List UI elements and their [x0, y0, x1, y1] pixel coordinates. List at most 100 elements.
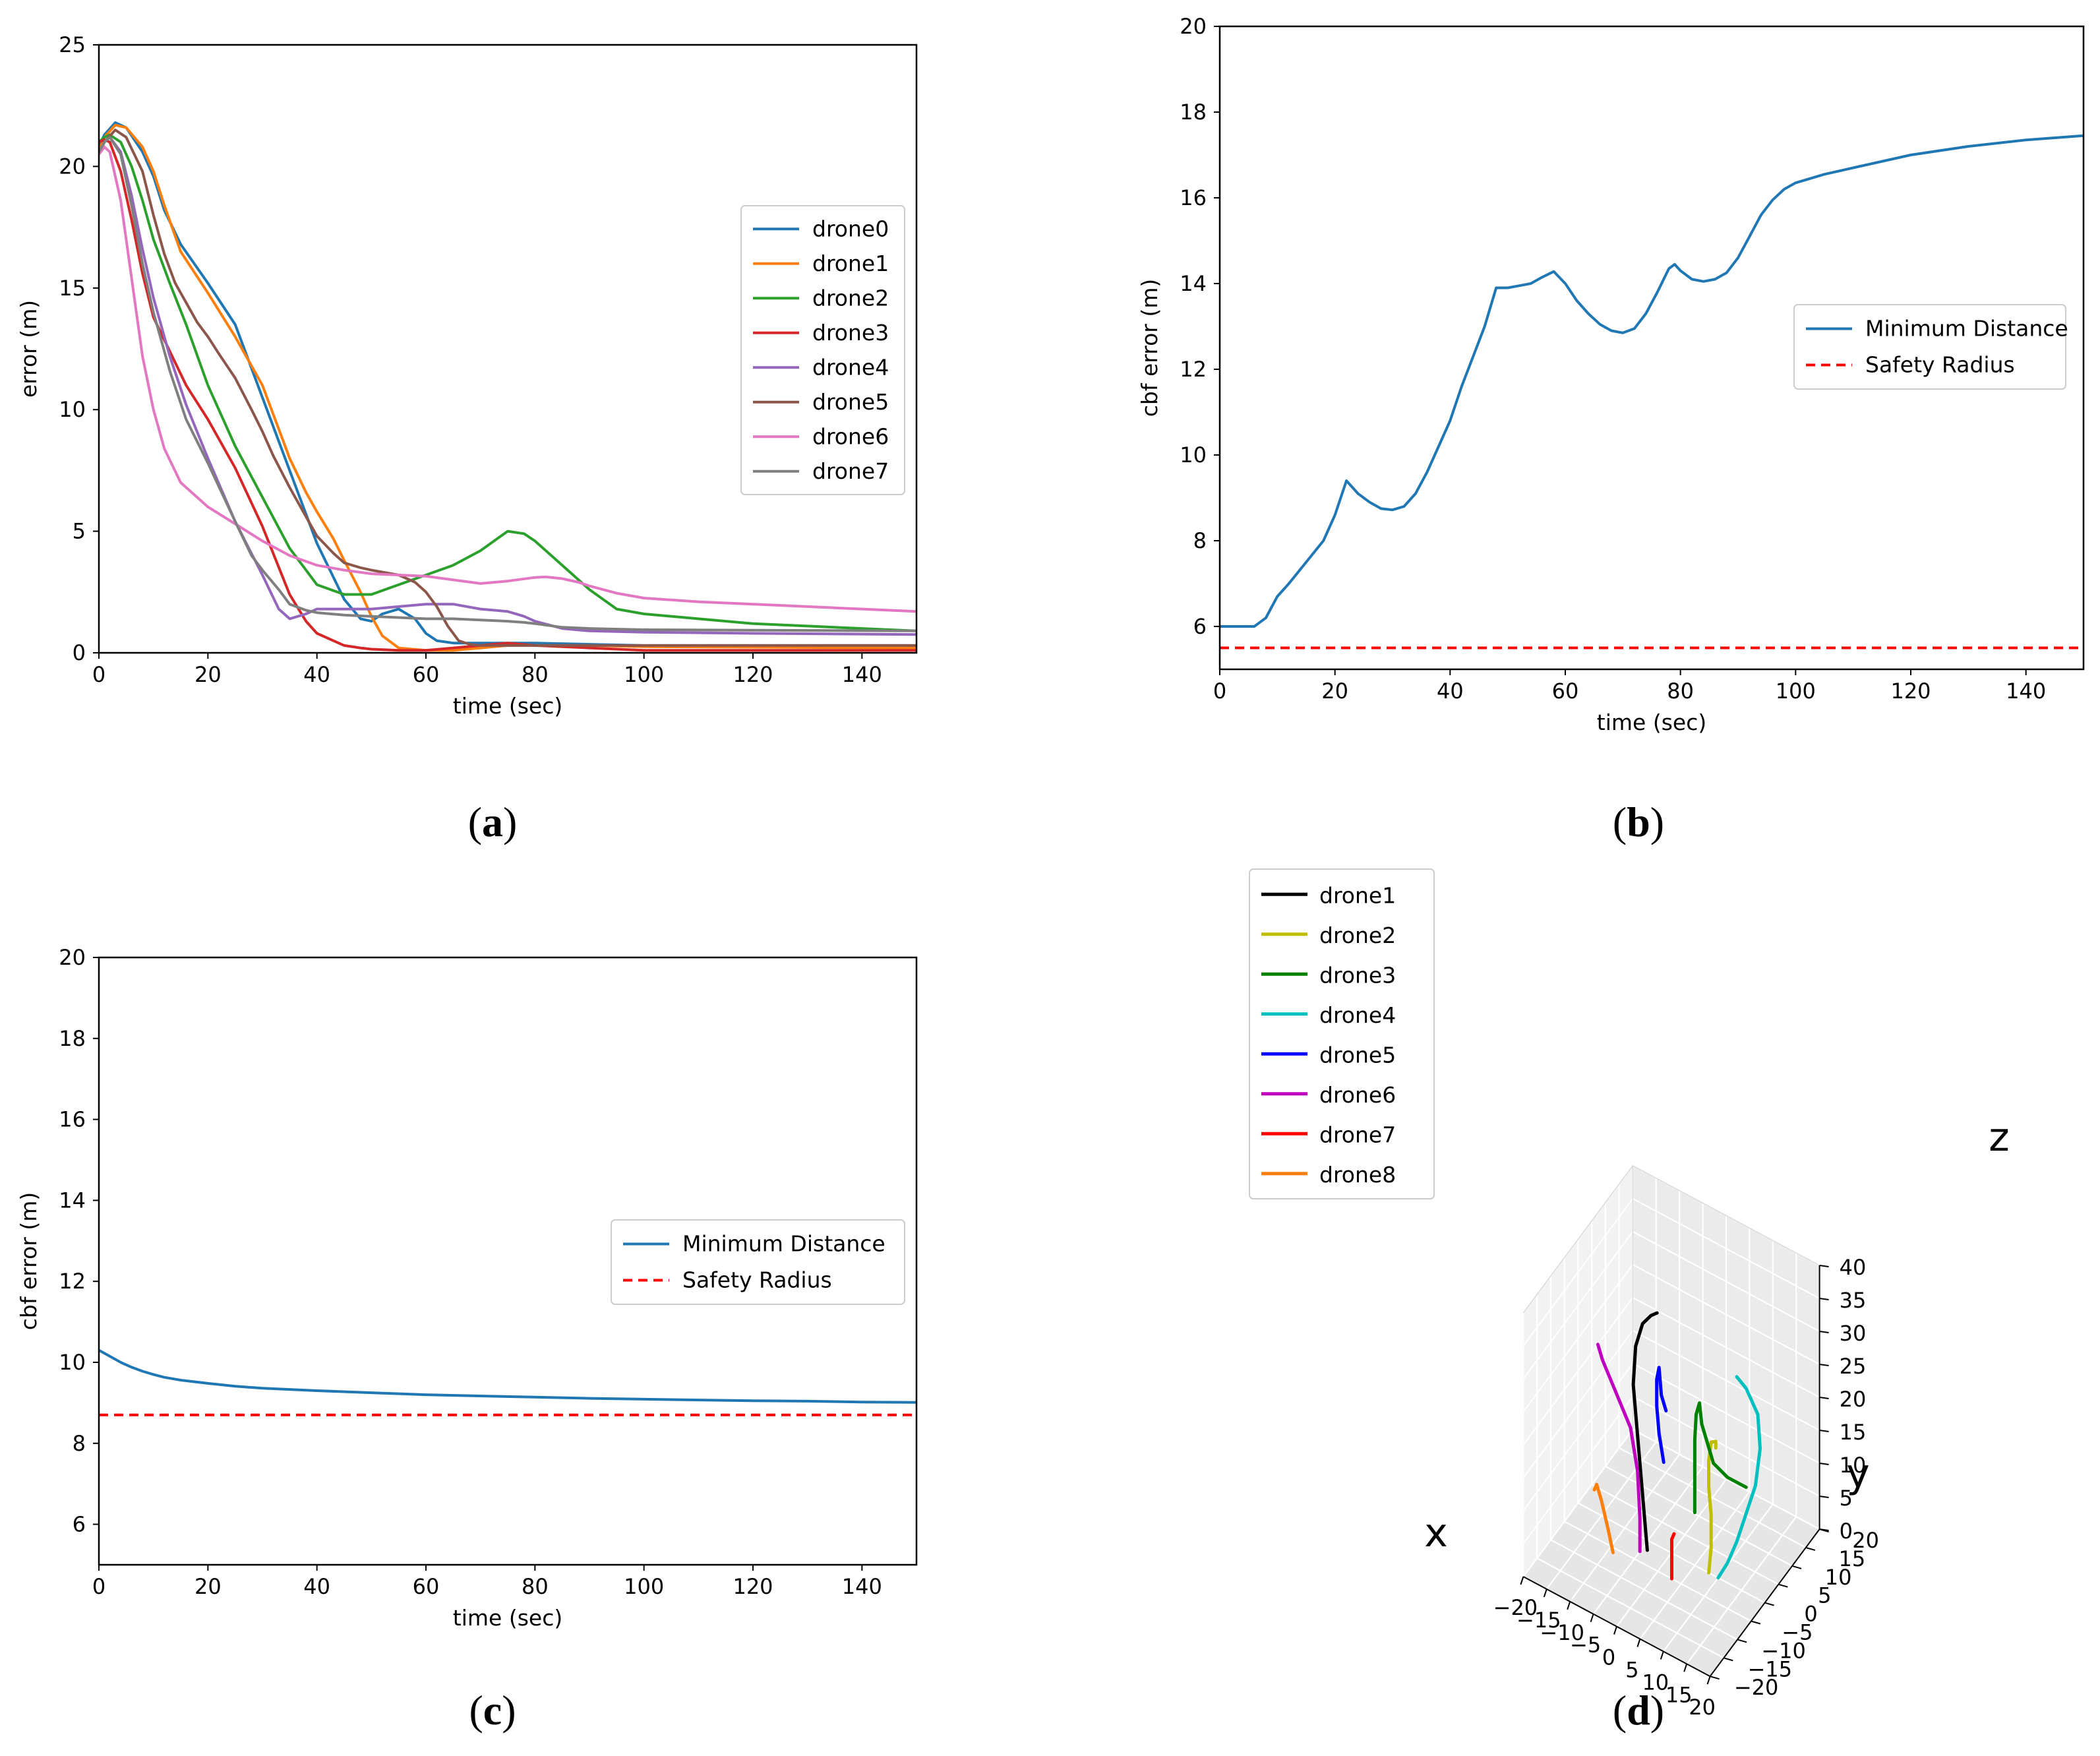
- y-axis-label: cbf error (m): [1137, 279, 1162, 417]
- legend-label: drone5: [1319, 1042, 1396, 1068]
- x-tick-label: 20: [195, 1574, 222, 1599]
- left-grid-z: [1522, 1297, 1634, 1445]
- x-tick-label: 80: [522, 1574, 549, 1599]
- x-tick-label: 0: [92, 662, 105, 687]
- z-tick-mark: [1819, 1496, 1829, 1498]
- y-tick-label: 12: [1180, 357, 1207, 382]
- x-tick-label: 10: [1642, 1670, 1669, 1695]
- x-tick-label: 100: [624, 1574, 664, 1599]
- trajectory-drone2: [1707, 1439, 1718, 1575]
- left-grid-z: [1522, 1429, 1634, 1577]
- legend-label: drone1: [1319, 882, 1396, 908]
- y-tick-label: 14: [59, 1188, 86, 1213]
- x-tick-label: 140: [2006, 679, 2046, 704]
- trajectory-drone7: [1670, 1532, 1676, 1581]
- legend-label: drone1: [812, 251, 889, 276]
- legend-box: [740, 205, 905, 495]
- legend-label: drone2: [812, 285, 889, 311]
- y-tick-label: 6: [1193, 614, 1207, 639]
- y-tick-label: −5: [1782, 1620, 1813, 1645]
- y-tick-label: 10: [1825, 1565, 1852, 1590]
- y-tick-mark: [1710, 1676, 1720, 1680]
- z-tick-label: 20: [1840, 1387, 1867, 1412]
- z-tick-mark: [1819, 1430, 1829, 1432]
- legend-label: drone3: [1319, 962, 1396, 988]
- left-grid-z: [1522, 1198, 1634, 1347]
- legend-box: [1793, 304, 2066, 390]
- x-tick-label: −5: [1570, 1633, 1601, 1658]
- y-tick-label: −20: [1734, 1675, 1779, 1700]
- z-tick-label: 0: [1840, 1519, 1853, 1544]
- z-axis-label: z: [1989, 1114, 2010, 1161]
- x-tick-label: 20: [1321, 679, 1348, 704]
- x-tick-label: 120: [733, 662, 773, 687]
- x-tick-mark: [1706, 1676, 1711, 1685]
- caption-b: (b): [1613, 799, 1664, 845]
- z-tick-mark: [1819, 1463, 1829, 1465]
- z-tick-label: 10: [1840, 1453, 1867, 1478]
- z-tick-label: 40: [1840, 1255, 1867, 1280]
- z-tick-mark: [1819, 1331, 1829, 1333]
- series-line-drone7: [99, 136, 916, 632]
- y-tick-label: 20: [59, 945, 86, 970]
- back-grid-z: [1632, 1230, 1820, 1332]
- left-grid-z: [1522, 1396, 1634, 1544]
- trajectory-drone1: [1631, 1311, 1659, 1552]
- y-tick-label: 15: [1838, 1546, 1865, 1571]
- y-tick-label: 18: [59, 1026, 86, 1051]
- legend-label: drone4: [812, 354, 889, 380]
- x-tick-label: 0: [1213, 679, 1226, 704]
- panel-d: −20−15−10−5 0 5 101520−20−15−10−50510152005…: [1249, 868, 2010, 1734]
- x-tick-label: 140: [842, 662, 882, 687]
- legend-label: drone6: [1319, 1082, 1396, 1108]
- trajectory-drone3: [1693, 1401, 1748, 1515]
- series-line-drone5: [99, 129, 916, 647]
- y-axis-label: y: [1846, 1451, 1870, 1497]
- z-tick-label: 35: [1840, 1288, 1867, 1313]
- panel-c: 0 20 40 60 80 100 120 140 6 8 10 12 14 16 18 20 time (se…: [16, 945, 918, 1734]
- y-tick-label: 16: [1180, 185, 1207, 210]
- x-tick-mark: [1543, 1589, 1547, 1598]
- legend-label: drone3: [812, 320, 889, 346]
- y-tick-label: 20: [1180, 14, 1207, 39]
- z-tick-label: 15: [1840, 1420, 1867, 1445]
- y-tick-mark: [1764, 1602, 1774, 1606]
- y-axis-label: cbf error (m): [16, 1192, 42, 1330]
- trajectory-drone8: [1592, 1482, 1615, 1554]
- x-tick-mark: [1520, 1576, 1524, 1585]
- x-tick-label: 20: [195, 662, 222, 687]
- y-tick-label: 20: [1852, 1528, 1879, 1553]
- plot-frame: [1218, 25, 2085, 671]
- y-tick-label: 18: [1180, 100, 1207, 125]
- y-tick-label: 14: [1180, 271, 1207, 296]
- x-tick-label: 100: [1776, 679, 1816, 704]
- legend-label: Minimum Distance: [682, 1231, 885, 1257]
- series-line-drone1: [99, 123, 916, 652]
- y-tick-label: 20: [59, 154, 86, 179]
- y-tick-label: 10: [59, 397, 86, 422]
- y-tick-label: 8: [73, 1431, 86, 1456]
- left-grid-z: [1522, 1264, 1634, 1412]
- back-grid-z: [1632, 1395, 1820, 1497]
- y-tick-mark: [1805, 1546, 1816, 1551]
- floor-grid-x: [1639, 1491, 1751, 1640]
- legend-label: drone4: [1319, 1002, 1396, 1028]
- caption-c: (c): [469, 1687, 516, 1734]
- floor-grid-x: [1686, 1516, 1797, 1664]
- y-tick-mark: [1751, 1620, 1761, 1625]
- legend-label: Safety Radius: [682, 1267, 832, 1293]
- z-tick-label: 30: [1840, 1321, 1867, 1346]
- legend-box: [611, 1219, 905, 1305]
- y-tick-label: −15: [1748, 1656, 1793, 1681]
- z-tick-label: 25: [1840, 1354, 1867, 1379]
- pane-edge: [1633, 1165, 1820, 1266]
- y-tick-label: 5: [1818, 1583, 1831, 1608]
- y-tick-label: 12: [59, 1269, 86, 1294]
- panel-b: 0 20 40 60 80 100 120 140 6 8 10 12 14 16 18 20 time (se…: [1137, 14, 2085, 845]
- y-tick-label: 10: [1180, 442, 1207, 468]
- back-grid-z: [1632, 1197, 1820, 1299]
- y-tick-mark: [1724, 1657, 1733, 1662]
- pane-edge: [1522, 1165, 1634, 1314]
- y-tick-label: −10: [1761, 1638, 1806, 1663]
